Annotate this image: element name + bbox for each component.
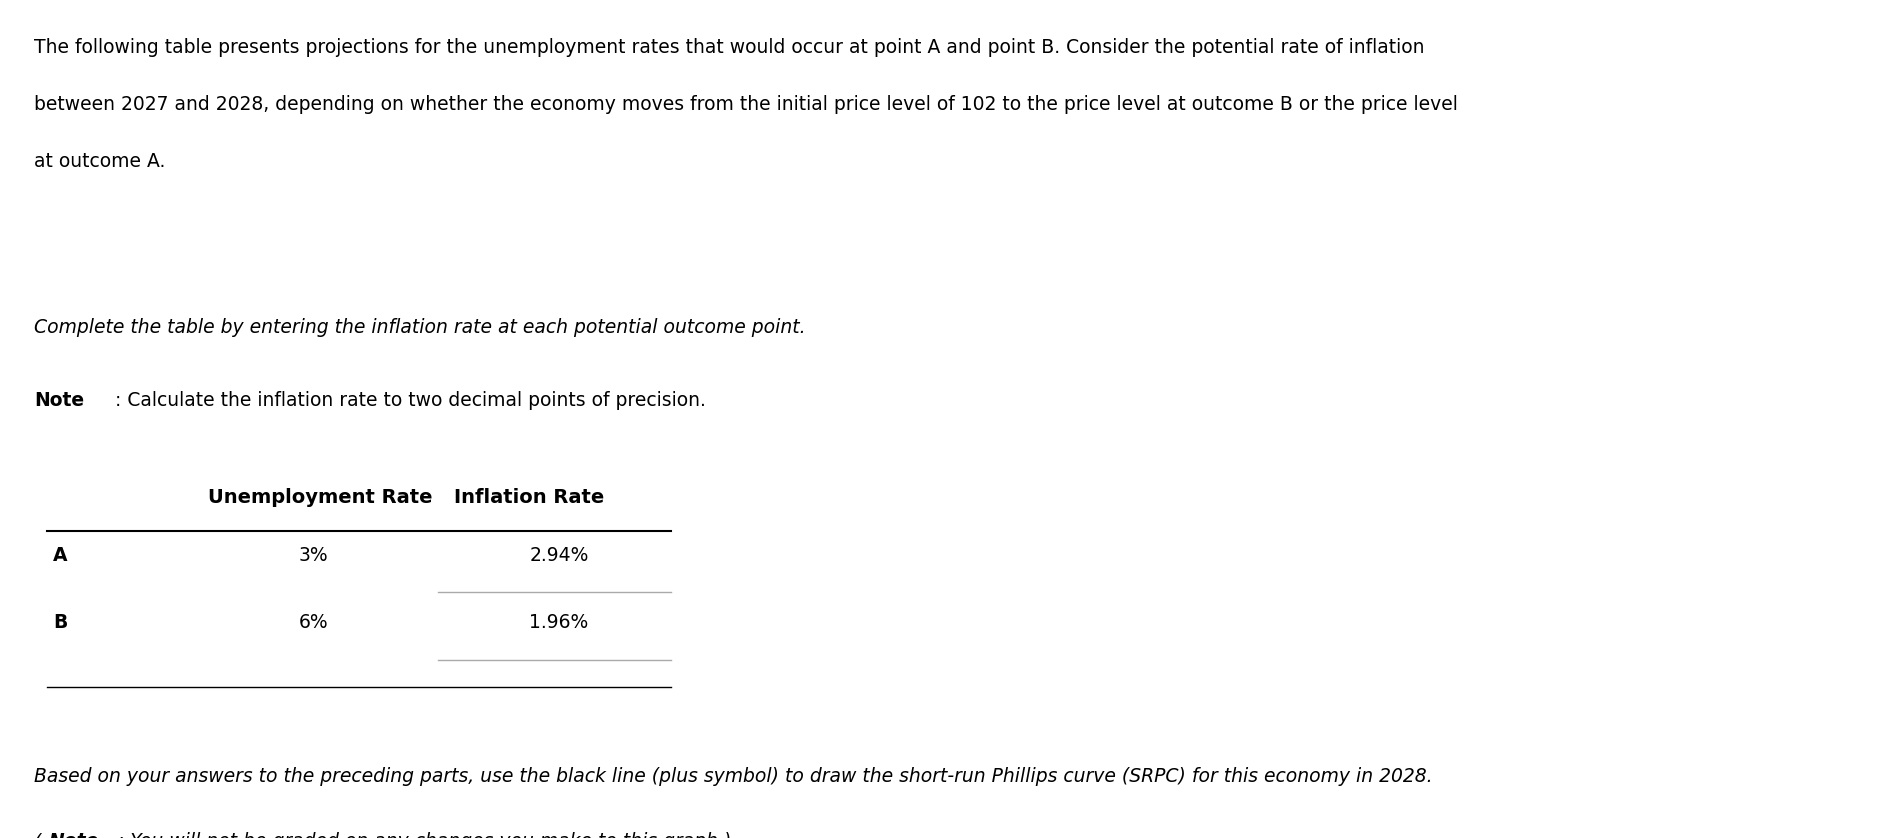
Text: Based on your answers to the preceding parts, use the black line (plus symbol) t: Based on your answers to the preceding p… (34, 767, 1432, 786)
Text: Unemployment Rate: Unemployment Rate (208, 488, 433, 507)
Text: (: ( (34, 832, 42, 838)
Text: B: B (53, 613, 68, 633)
Text: : You will not be graded on any changes you make to this graph.): : You will not be graded on any changes … (117, 832, 731, 838)
Text: Note: Note (34, 391, 85, 411)
Text: Inflation Rate: Inflation Rate (453, 488, 603, 507)
Text: A: A (53, 546, 68, 566)
Text: at outcome A.: at outcome A. (34, 152, 166, 171)
Text: Note: Note (49, 832, 98, 838)
Text: between 2027 and 2028, depending on whether the economy moves from the initial p: between 2027 and 2028, depending on whet… (34, 95, 1456, 114)
Text: : Calculate the inflation rate to two decimal points of precision.: : Calculate the inflation rate to two de… (115, 391, 706, 411)
Text: 1.96%: 1.96% (529, 613, 587, 633)
Text: 6%: 6% (298, 613, 329, 633)
Text: The following table presents projections for the unemployment rates that would o: The following table presents projections… (34, 38, 1424, 57)
Text: Complete the table by entering the inflation rate at each potential outcome poin: Complete the table by entering the infla… (34, 318, 805, 337)
Text: 3%: 3% (298, 546, 329, 566)
Text: 2.94%: 2.94% (529, 546, 587, 566)
